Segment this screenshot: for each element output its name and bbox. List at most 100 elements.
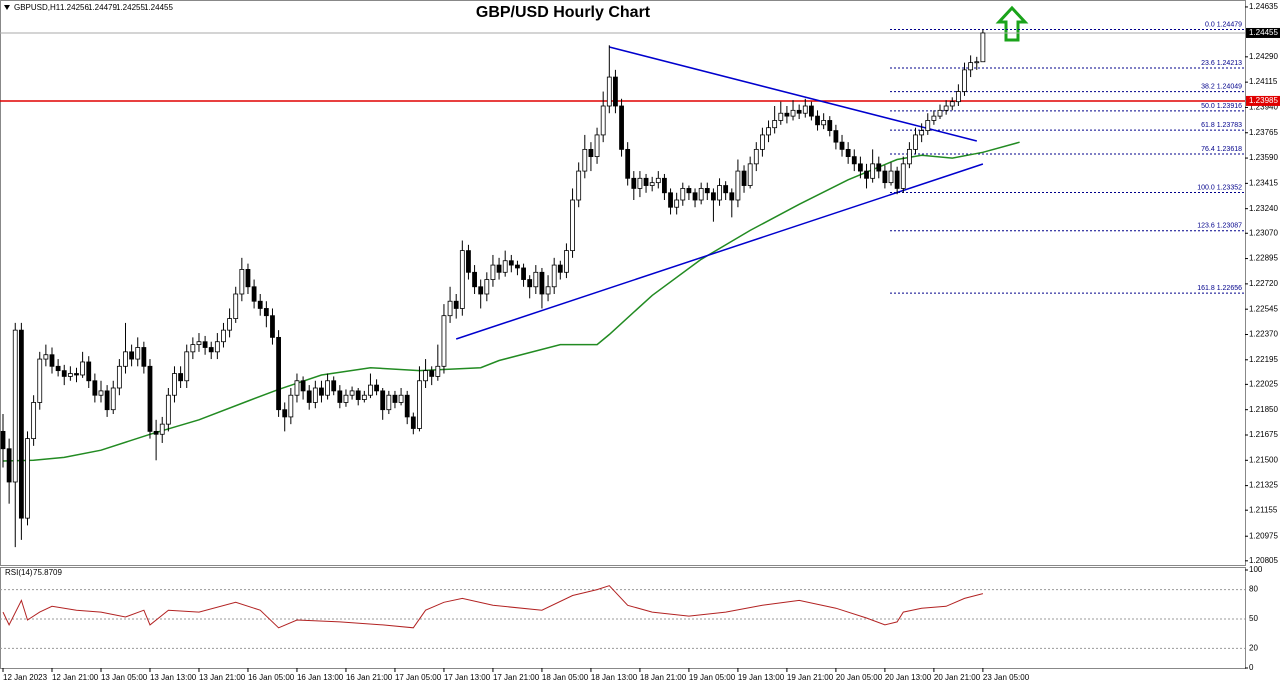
candle-body <box>276 336 281 411</box>
candle-body <box>937 109 943 117</box>
candle-body <box>129 351 135 360</box>
candle-body <box>496 264 502 273</box>
y-tick-label: 1.20805 <box>1249 556 1278 565</box>
rsi-tick-label: 20 <box>1249 644 1258 653</box>
fib-label: 161.8 1.22656 <box>1197 285 1242 292</box>
candle-body <box>300 380 306 392</box>
candle-body <box>355 390 361 400</box>
candle-body <box>80 361 86 376</box>
rsi-tick-label: 100 <box>1249 565 1263 574</box>
rsi-value: 75.8709 <box>33 568 62 577</box>
candle-body <box>686 188 692 194</box>
candle-body <box>257 300 263 309</box>
trendline <box>609 46 977 142</box>
rsi-panel <box>0 567 1246 669</box>
candle-body <box>876 163 882 172</box>
candle-body <box>484 279 490 295</box>
candle-body <box>717 185 722 201</box>
candle-body <box>925 120 931 131</box>
candle-body <box>233 293 239 319</box>
price-label: 1.24455 <box>1249 28 1278 37</box>
candle-body <box>282 409 288 418</box>
candle-body <box>398 394 404 403</box>
candle-body <box>839 141 845 150</box>
candle-body <box>606 76 612 107</box>
candle-body <box>533 271 539 288</box>
candle-body <box>760 134 765 150</box>
y-tick-label: 1.21675 <box>1249 430 1278 439</box>
y-tick-label: 1.24290 <box>1249 52 1278 61</box>
candle-body <box>570 199 575 252</box>
candle-body <box>508 260 514 266</box>
y-tick-label: 1.23415 <box>1249 178 1278 187</box>
candle-body <box>116 365 122 389</box>
candle-body <box>753 148 759 165</box>
x-tick-label: 19 Jan 21:00 <box>787 673 834 682</box>
chart-title: GBP/USD Hourly Chart <box>476 4 651 21</box>
x-tick-label: 19 Jan 05:00 <box>689 673 736 682</box>
candle-body <box>931 115 937 121</box>
candle-body <box>821 120 827 126</box>
candle-body <box>864 170 869 179</box>
candle-body <box>368 384 373 396</box>
candle-body <box>25 438 30 519</box>
candle-body <box>827 120 833 131</box>
candle-body <box>894 170 900 189</box>
x-tick-label: 12 Jan 21:00 <box>52 673 99 682</box>
candle-body <box>962 69 967 92</box>
candle-body <box>441 315 447 367</box>
candle-body <box>214 341 220 353</box>
candle-body <box>74 373 79 376</box>
candle-body <box>67 373 73 377</box>
candle-body <box>374 384 379 392</box>
candle-body <box>968 62 974 71</box>
y-tick-label: 1.23240 <box>1249 204 1278 213</box>
candle-body <box>882 170 888 184</box>
candle-body <box>955 91 961 103</box>
symbol: GBPUSD,H1 <box>14 3 61 12</box>
candle-body <box>949 101 955 107</box>
fib-label: 23.6 1.24213 <box>1201 60 1242 67</box>
x-tick-label: 12 Jan 2023 <box>3 673 48 682</box>
fib-label: 76.4 1.23618 <box>1201 146 1242 153</box>
x-tick-label: 20 Jan 13:00 <box>885 673 932 682</box>
y-tick-label: 1.21155 <box>1249 505 1278 514</box>
candle-body <box>913 134 918 150</box>
candle-body <box>772 120 778 129</box>
candle-body <box>906 148 912 165</box>
x-tick-label: 18 Jan 13:00 <box>591 673 638 682</box>
y-tick-label: 1.23940 <box>1249 103 1278 112</box>
trendline <box>455 163 984 340</box>
candle-body <box>655 177 661 184</box>
candle-body <box>429 370 435 377</box>
candle-body <box>521 267 526 280</box>
candle-body <box>778 112 784 121</box>
candle-body <box>423 370 428 382</box>
candle-body <box>404 394 410 418</box>
candle-body <box>815 115 820 126</box>
candle-body <box>227 318 232 331</box>
candle-body <box>453 300 459 309</box>
candle-body <box>790 109 796 117</box>
candle-body <box>49 354 55 367</box>
y-tick-label: 1.23070 <box>1249 228 1278 237</box>
candle-body <box>649 182 655 186</box>
candle-body <box>459 250 465 309</box>
y-tick-label: 1.22545 <box>1249 304 1278 313</box>
fib-label: 100.0 1.23352 <box>1197 184 1242 191</box>
candle-body <box>159 423 165 435</box>
candle-body <box>539 271 545 295</box>
fib-label: 38.2 1.24049 <box>1201 84 1242 91</box>
candle-body <box>245 269 251 288</box>
candle-body <box>796 109 802 114</box>
candle-body <box>833 130 839 143</box>
candle-body <box>478 286 484 295</box>
candle-body <box>870 163 876 179</box>
candle-body <box>919 130 925 136</box>
candle-body <box>288 394 294 418</box>
candle-body <box>741 170 747 186</box>
candle-body <box>196 341 202 346</box>
candle-body <box>588 148 594 158</box>
up-arrow <box>995 5 1029 42</box>
y-tick-label: 1.22025 <box>1249 379 1278 388</box>
